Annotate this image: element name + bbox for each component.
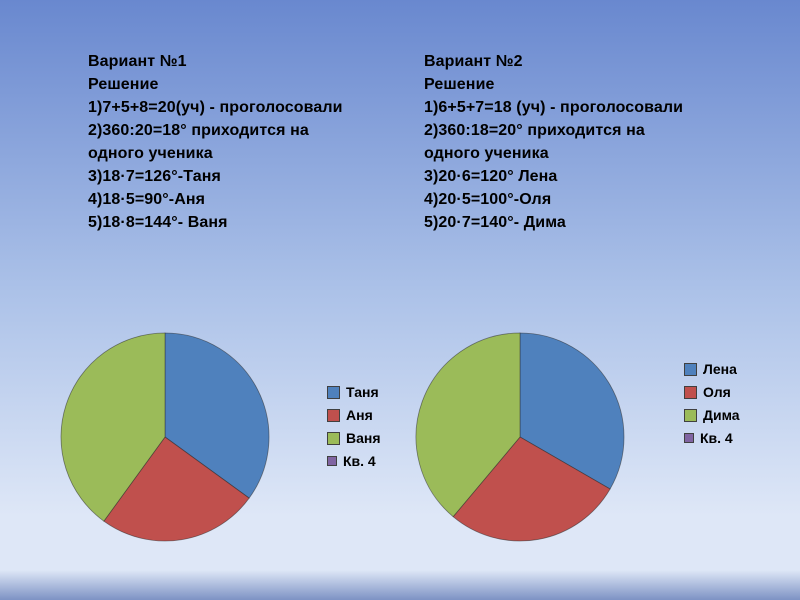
legend-color-swatch <box>684 362 697 376</box>
solution-line: 4)18·5=90°-Аня <box>88 191 206 208</box>
legend-label: Оля <box>703 384 731 400</box>
legend-label: Ваня <box>346 430 381 446</box>
solution-line: 4)20·5=100°-Оля <box>424 191 552 208</box>
solution-line: 5)18·8=144°- Ваня <box>88 214 228 231</box>
variant2-title: Вариант №2 <box>424 53 523 70</box>
pie-slice-Дима <box>415 332 521 518</box>
solution-line: 3)18·7=126°-Таня <box>88 168 221 185</box>
solution-line: одного ученика <box>88 145 213 162</box>
pie-chart-variant1 <box>60 332 270 542</box>
legend-color-swatch <box>684 408 697 422</box>
legend-variant2: Лена Оля Дима Кв. 4 <box>684 361 740 453</box>
legend-color-swatch <box>327 431 340 445</box>
solution-line: 3)20·6=120° Лена <box>424 168 558 185</box>
solution-line: 5)20·7=140°- Дима <box>424 214 566 231</box>
legend-label: Дима <box>703 407 740 423</box>
pie-slice-Аня <box>103 436 250 542</box>
legend-color-swatch <box>327 456 337 466</box>
solution-line: 1)6+5+7=18 (уч) - проголосовали <box>424 99 684 116</box>
pie-chart-variant2 <box>415 332 625 542</box>
legend-label: Аня <box>346 407 373 423</box>
legend-color-swatch <box>684 433 694 443</box>
legend-item: Кв. 4 <box>684 430 740 446</box>
variant2-solution: Вариант №2 Решение 1)6+5+7=18 (уч) - про… <box>424 50 759 234</box>
legend-label: Таня <box>346 384 379 400</box>
pie-slice-Оля <box>452 436 611 542</box>
variant1-heading: Решение <box>88 76 159 93</box>
variant1-solution: Вариант №1 Решение 1)7+5+8=20(уч) - прог… <box>88 50 423 234</box>
legend-item: Ваня <box>327 430 381 446</box>
variant1-title: Вариант №1 <box>88 53 187 70</box>
pie-slice-Ваня <box>60 332 166 522</box>
pie-slice-Таня <box>164 332 270 499</box>
legend-item: Кв. 4 <box>327 453 381 469</box>
legend-variant1: Таня Аня Ваня Кв. 4 <box>327 384 381 476</box>
legend-item: Оля <box>684 384 740 400</box>
solution-line: 2)360:18=20° приходится на <box>424 122 645 139</box>
legend-item: Таня <box>327 384 381 400</box>
solution-line: 1)7+5+8=20(уч) - проголосовали <box>88 99 343 116</box>
legend-color-swatch <box>327 408 340 422</box>
legend-item: Аня <box>327 407 381 423</box>
solution-line: 2)360:20=18° приходится на <box>88 122 309 139</box>
legend-color-swatch <box>327 385 340 399</box>
variant2-heading: Решение <box>424 76 495 93</box>
legend-label: Лена <box>703 361 737 377</box>
pie-slice-Лена <box>519 332 625 490</box>
legend-item: Дима <box>684 407 740 423</box>
legend-color-swatch <box>684 385 697 399</box>
legend-label: Кв. 4 <box>700 430 733 446</box>
solution-line: одного ученика <box>424 145 549 162</box>
legend-item: Лена <box>684 361 740 377</box>
legend-label: Кв. 4 <box>343 453 376 469</box>
